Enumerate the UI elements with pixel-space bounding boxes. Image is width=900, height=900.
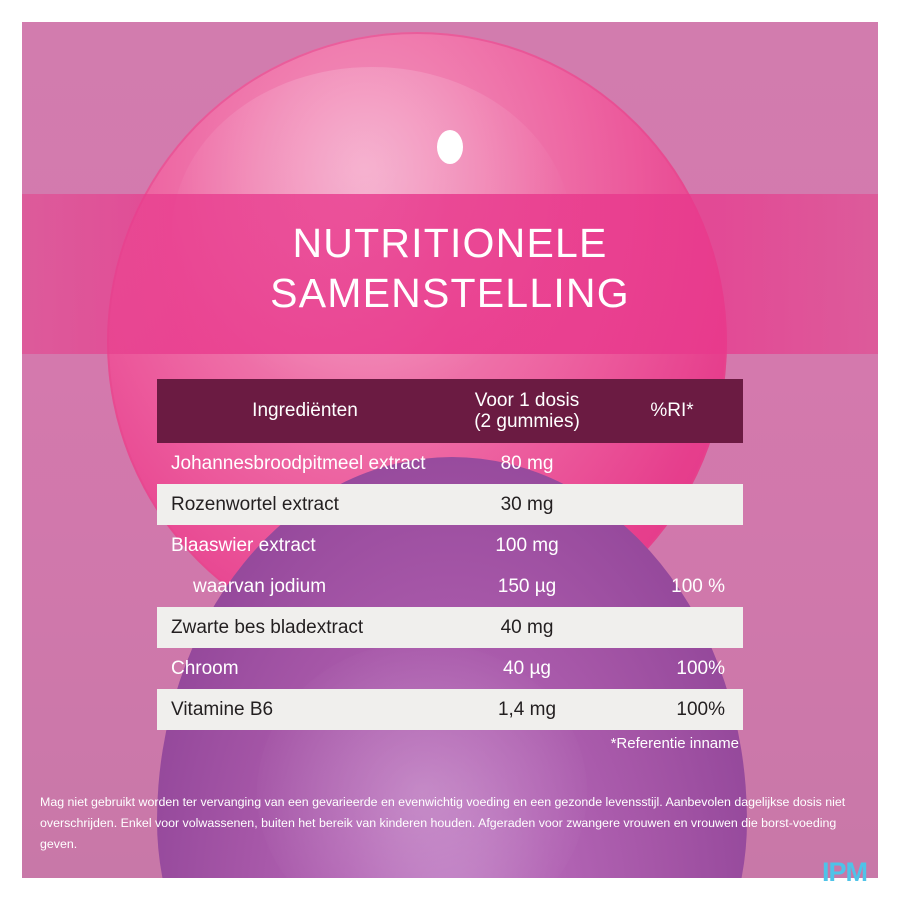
- cell-ingredient: Chroom: [171, 657, 239, 679]
- cell-dose: 100 mg: [495, 534, 559, 556]
- column-header-dose-line-1: Voor 1 dosis: [474, 390, 580, 411]
- white-dot-accent: [437, 130, 463, 164]
- cell-ingredient: Rozenwortel extract: [171, 493, 339, 515]
- cell-ingredient: Vitamine B6: [171, 698, 274, 720]
- magenta-title-band: [22, 194, 878, 354]
- cell-ingredient: Blaaswier extract: [171, 534, 316, 556]
- column-header-dose-line-2: (2 gummies): [474, 411, 580, 432]
- cell-ingredient: Johannesbroodpitmeel extract: [171, 452, 426, 474]
- table-row: Zwarte bes bladextract 40 mg: [157, 607, 743, 648]
- table-footnote: *Referentie inname: [610, 735, 739, 752]
- page-title: NUTRITIONELE SAMENSTELLING: [22, 218, 878, 318]
- artwork-panel: NUTRITIONELE SAMENSTELLING Ingrediënten …: [22, 22, 878, 878]
- cell-dose: 30 mg: [500, 493, 554, 515]
- cell-ingredient: Zwarte bes bladextract: [171, 616, 364, 638]
- table-row: Blaaswier extract 100 mg: [157, 525, 743, 566]
- cell-dose: 80 mg: [500, 452, 554, 474]
- cell-ri: 100%: [676, 657, 725, 679]
- table-row: Rozenwortel extract 30 mg: [157, 484, 743, 525]
- table-row: Johannesbroodpitmeel extract 80 mg: [157, 443, 743, 484]
- cell-ri: 100%: [676, 698, 725, 720]
- purple-egg-highlight: [257, 642, 587, 878]
- table-row: waarvan jodium 150 µg 100 %: [157, 566, 743, 607]
- table-row: Chroom 40 µg 100%: [157, 648, 743, 689]
- disclaimer-text: Mag niet gebruikt worden ter vervanging …: [40, 795, 846, 851]
- cell-dose: 40 mg: [500, 616, 554, 638]
- table-row: Vitamine B6 1,4 mg 100%: [157, 689, 743, 730]
- cell-dose: 40 µg: [503, 657, 551, 679]
- table-header-row: Ingrediënten Voor 1 dosis (2 gummies) %R…: [157, 379, 743, 443]
- cell-dose: 1,4 mg: [497, 698, 557, 720]
- column-header-dose: Voor 1 dosis (2 gummies): [439, 390, 615, 432]
- column-header-ri: %RI*: [650, 400, 694, 421]
- ipm-logo: IPM: [822, 857, 868, 887]
- cell-ingredient: waarvan jodium: [193, 575, 327, 597]
- cell-dose: 150 µg: [497, 575, 557, 597]
- page-title-line-2: SAMENSTELLING: [270, 270, 630, 316]
- nutrition-table: Ingrediënten Voor 1 dosis (2 gummies) %R…: [157, 379, 743, 752]
- table-body: Johannesbroodpitmeel extract 80 mg Rozenwo…: [157, 443, 743, 730]
- column-header-ingredients: Ingrediënten: [252, 400, 358, 421]
- page-title-line-1: NUTRITIONELE: [292, 220, 608, 266]
- cell-ri: 100 %: [671, 575, 725, 597]
